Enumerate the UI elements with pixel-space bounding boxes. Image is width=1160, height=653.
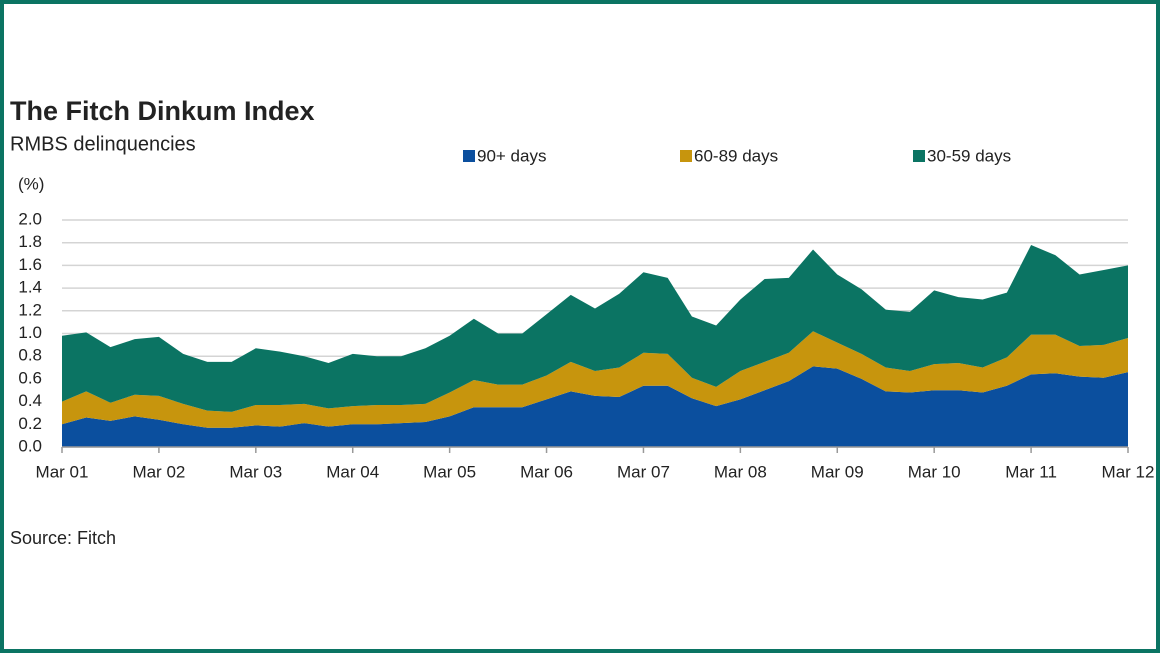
y-tick-label: 0.2 bbox=[18, 414, 42, 433]
x-tick-label: Mar 01 bbox=[36, 462, 89, 481]
y-tick-label: 1.4 bbox=[18, 278, 42, 297]
legend-swatch bbox=[463, 150, 475, 162]
y-tick-label: 2.0 bbox=[18, 209, 42, 228]
legend-swatch bbox=[913, 150, 925, 162]
y-tick-label: 0.6 bbox=[18, 368, 42, 387]
legend-label: 90+ days bbox=[477, 146, 546, 165]
y-tick-label: 1.8 bbox=[18, 232, 42, 251]
y-tick-label: 1.2 bbox=[18, 300, 42, 319]
legend-label: 60-89 days bbox=[694, 146, 778, 165]
y-tick-label: 1.0 bbox=[18, 323, 42, 342]
legend-swatch bbox=[680, 150, 692, 162]
y-tick-label: 0.0 bbox=[18, 436, 42, 455]
x-tick-label: Mar 10 bbox=[908, 462, 961, 481]
x-tick-label: Mar 06 bbox=[520, 462, 573, 481]
x-tick-label: Mar 05 bbox=[423, 462, 476, 481]
area bbox=[62, 366, 1128, 447]
x-tick-label: Mar 09 bbox=[811, 462, 864, 481]
source: Source: Fitch bbox=[10, 528, 116, 548]
x-tick-label: Mar 12 bbox=[1102, 462, 1155, 481]
area bbox=[62, 244, 1128, 412]
x-tick-label: Mar 08 bbox=[714, 462, 767, 481]
area bbox=[62, 331, 1128, 428]
x-tick-label: Mar 03 bbox=[229, 462, 282, 481]
x-tick-label: Mar 11 bbox=[1005, 462, 1057, 481]
y-tick-label: 0.4 bbox=[18, 391, 42, 410]
chart-title: The Fitch Dinkum Index bbox=[10, 96, 315, 126]
legend-label: 30-59 days bbox=[927, 146, 1011, 165]
x-tick-label: Mar 07 bbox=[617, 462, 670, 481]
chart-subtitle: RMBS delinquencies bbox=[10, 133, 196, 155]
x-tick-label: Mar 02 bbox=[132, 462, 185, 481]
y-tick-label: 0.8 bbox=[18, 346, 42, 365]
y-tick-label: 1.6 bbox=[18, 255, 42, 274]
x-tick-label: Mar 04 bbox=[326, 462, 379, 481]
y-axis-label: (%) bbox=[18, 174, 44, 193]
